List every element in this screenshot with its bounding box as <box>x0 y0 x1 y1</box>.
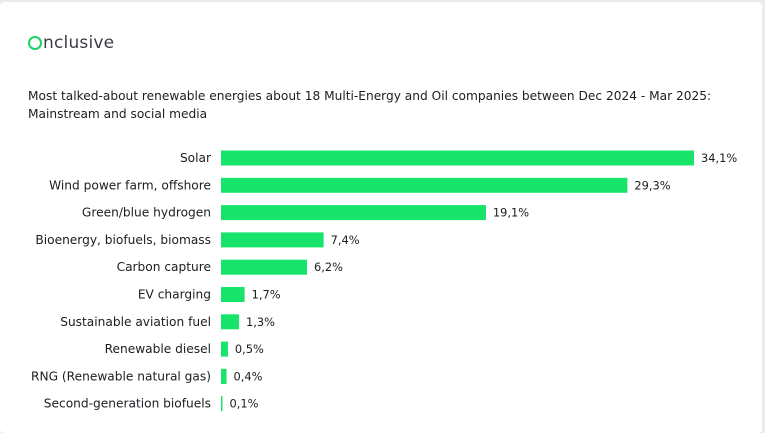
value-label: 1,3% <box>246 315 275 329</box>
bar <box>221 314 240 330</box>
category-label: Sustainable aviation fuel <box>60 315 211 329</box>
bar <box>221 205 486 221</box>
value-label: 0,5% <box>235 342 264 356</box>
bar <box>221 232 324 248</box>
chart-title: Most talked-about renewable energies abo… <box>28 89 712 121</box>
bar <box>221 396 223 412</box>
bar <box>221 341 228 357</box>
logo-text: nclusive <box>43 33 115 53</box>
category-label: RNG (Renewable natural gas) <box>31 369 211 383</box>
value-label: 1,7% <box>252 288 281 302</box>
value-label: 34,1% <box>701 151 737 165</box>
value-label: 0,1% <box>230 397 259 411</box>
category-label: Carbon capture <box>117 260 211 274</box>
bar <box>221 177 628 193</box>
value-label: 19,1% <box>493 206 529 220</box>
bar <box>221 368 227 384</box>
category-label: Second-generation biofuels <box>44 397 211 411</box>
category-label: Renewable diesel <box>105 342 211 356</box>
bar <box>221 150 694 166</box>
category-label: Bioenergy, biofuels, biomass <box>35 233 211 247</box>
value-label: 7,4% <box>331 233 360 247</box>
value-label: 6,2% <box>314 260 343 274</box>
value-label: 29,3% <box>634 178 670 192</box>
bar <box>221 287 245 302</box>
category-label: Green/blue hydrogen <box>82 206 211 220</box>
category-label: Solar <box>180 151 212 165</box>
onclusive-logo: nclusive <box>28 33 114 53</box>
category-label: EV charging <box>138 288 211 302</box>
category-label: Wind power farm, offshore <box>49 178 211 192</box>
logo-o-ring-icon <box>28 36 42 50</box>
bar <box>221 259 307 275</box>
value-label: 0,4% <box>234 369 263 383</box>
